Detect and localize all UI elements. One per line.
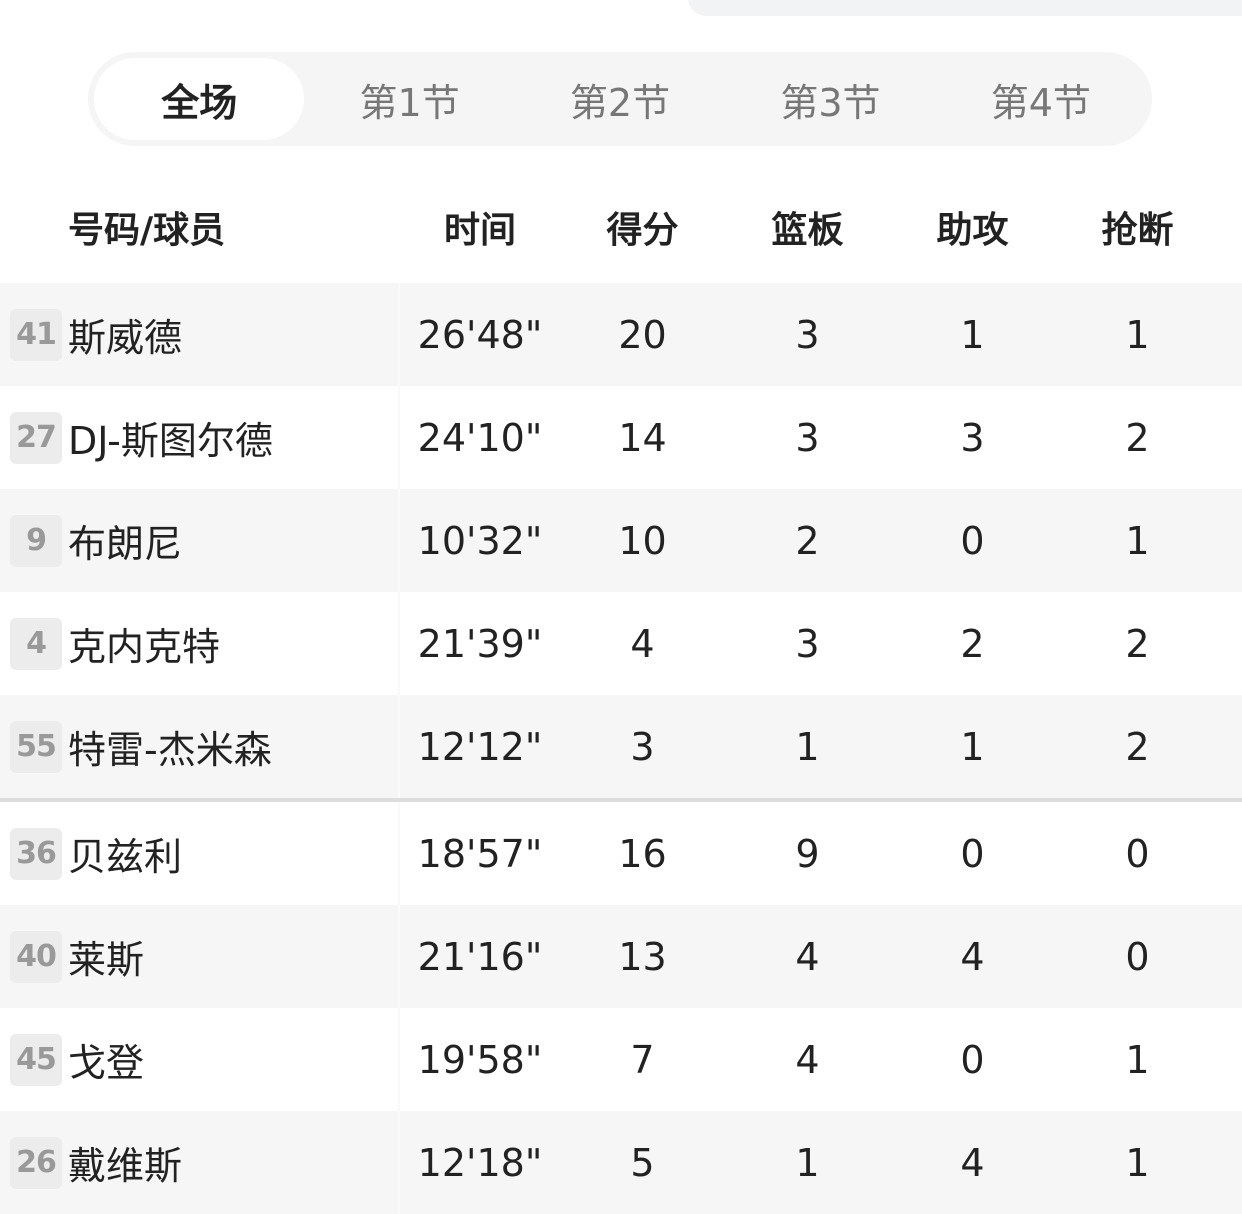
header-rebounds: 篮板 (771, 209, 844, 251)
assists: 4 (960, 1140, 985, 1185)
points: 10 (618, 518, 667, 563)
player-name[interactable]: 莱斯 (68, 938, 145, 982)
steals: 1 (1125, 1037, 1150, 1082)
assists: 3 (960, 415, 985, 460)
player-row[interactable]: 27 DJ-斯图尔德 24'10" 14 3 3 2 (0, 386, 1242, 489)
player-row[interactable]: 55 特雷-杰米森 12'12" 3 1 1 2 (0, 695, 1242, 798)
player-cell: 55 特雷-杰米森 (0, 695, 400, 798)
player-cell: 36 贝兹利 (0, 802, 400, 905)
rebounds: 1 (795, 724, 820, 769)
points: 3 (630, 724, 655, 769)
player-cell: 26 戴维斯 (0, 1111, 400, 1214)
player-row[interactable]: 26 戴维斯 12'18" 5 1 4 1 (0, 1111, 1242, 1214)
assists: 1 (960, 312, 985, 357)
jersey-number: 9 (10, 514, 62, 567)
minutes: 18'57" (417, 831, 543, 876)
header-time: 时间 (443, 209, 516, 251)
starters-bench-divider (0, 798, 1242, 802)
player-cell: 9 布朗尼 (0, 489, 400, 592)
header-assists: 助攻 (936, 209, 1009, 251)
jersey-number: 55 (10, 720, 62, 773)
steals: 2 (1125, 415, 1150, 460)
steals: 0 (1125, 934, 1150, 979)
steals: 1 (1125, 518, 1150, 563)
steals: 0 (1125, 831, 1150, 876)
minutes: 12'18" (417, 1140, 543, 1185)
player-name[interactable]: 特雷-杰米森 (68, 728, 272, 772)
rebounds: 4 (795, 1037, 820, 1082)
rebounds: 1 (795, 1140, 820, 1185)
minutes: 19'58" (417, 1037, 543, 1082)
tab-full-game[interactable]: 全场 (94, 58, 305, 140)
rebounds: 9 (795, 831, 820, 876)
player-cell: 4 克内克特 (0, 592, 400, 695)
points: 20 (618, 312, 667, 357)
player-row[interactable]: 40 莱斯 21'16" 13 4 4 0 (0, 905, 1242, 1008)
tab-q2[interactable]: 第2节 (569, 80, 671, 125)
player-name[interactable]: 贝兹利 (68, 835, 183, 879)
rebounds: 3 (795, 415, 820, 460)
table-header: 号码/球员 时间 得分 篮板 助攻 抢断 (0, 170, 1242, 283)
steals: 1 (1125, 1140, 1150, 1185)
minutes: 21'39" (417, 621, 543, 666)
rebounds: 2 (795, 518, 820, 563)
minutes: 26'48" (417, 312, 543, 357)
period-tabs: 全场 第1节 第2节 第3节 第4节 (88, 52, 1152, 146)
assists: 0 (960, 1037, 985, 1082)
player-name[interactable]: 克内克特 (68, 625, 221, 669)
player-name[interactable]: 戈登 (68, 1041, 145, 1085)
player-row[interactable]: 36 贝兹利 18'57" 16 9 0 0 (0, 802, 1242, 905)
jersey-number: 36 (10, 827, 62, 880)
points: 14 (618, 415, 667, 460)
points: 13 (618, 934, 667, 979)
header-steals: 抢断 (1101, 209, 1174, 251)
jersey-number: 40 (10, 930, 62, 983)
player-cell: 41 斯威德 (0, 283, 400, 386)
player-cell: 27 DJ-斯图尔德 (0, 386, 400, 489)
player-row[interactable]: 41 斯威德 26'48" 20 3 1 1 (0, 283, 1242, 386)
player-row[interactable]: 45 戈登 19'58" 7 4 0 1 (0, 1008, 1242, 1111)
points: 7 (630, 1037, 655, 1082)
rebounds: 3 (795, 312, 820, 357)
steals: 2 (1125, 621, 1150, 666)
minutes: 12'12" (417, 724, 543, 769)
header-points: 得分 (606, 209, 679, 251)
points: 16 (618, 831, 667, 876)
player-row[interactable]: 9 布朗尼 10'32" 10 2 0 1 (0, 489, 1242, 592)
minutes: 10'32" (417, 518, 543, 563)
jersey-number: 27 (10, 411, 62, 464)
player-name[interactable]: 布朗尼 (68, 522, 183, 566)
top-bar-pill (688, 0, 1242, 16)
player-name[interactable]: 斯威德 (68, 316, 183, 360)
player-row[interactable]: 4 克内克特 21'39" 4 3 2 2 (0, 592, 1242, 695)
assists: 0 (960, 518, 985, 563)
tab-q4[interactable]: 第4节 (990, 80, 1091, 125)
minutes: 21'16" (417, 934, 543, 979)
assists: 2 (960, 621, 985, 666)
jersey-number: 4 (10, 617, 62, 670)
assists: 1 (960, 724, 985, 769)
jersey-number: 41 (10, 308, 62, 361)
tab-q1[interactable]: 第1节 (359, 80, 460, 125)
player-name[interactable]: 戴维斯 (68, 1144, 183, 1188)
tab-q3[interactable]: 第3节 (780, 80, 881, 125)
jersey-number: 45 (10, 1033, 62, 1086)
assists: 4 (960, 934, 985, 979)
minutes: 24'10" (417, 415, 543, 460)
points: 5 (630, 1140, 655, 1185)
assists: 0 (960, 831, 985, 876)
player-cell: 45 戈登 (0, 1008, 400, 1111)
player-stats-table: 41 斯威德 26'48" 20 3 1 1 27 DJ-斯图尔德 24'10" 14… (0, 283, 1242, 1214)
jersey-number: 26 (10, 1136, 62, 1189)
header-player: 号码/球员 (68, 209, 226, 251)
player-name[interactable]: DJ-斯图尔德 (68, 419, 273, 463)
steals: 2 (1125, 724, 1150, 769)
steals: 1 (1125, 312, 1150, 357)
points: 4 (630, 621, 655, 666)
rebounds: 4 (795, 934, 820, 979)
rebounds: 3 (795, 621, 820, 666)
player-cell: 40 莱斯 (0, 905, 400, 1008)
